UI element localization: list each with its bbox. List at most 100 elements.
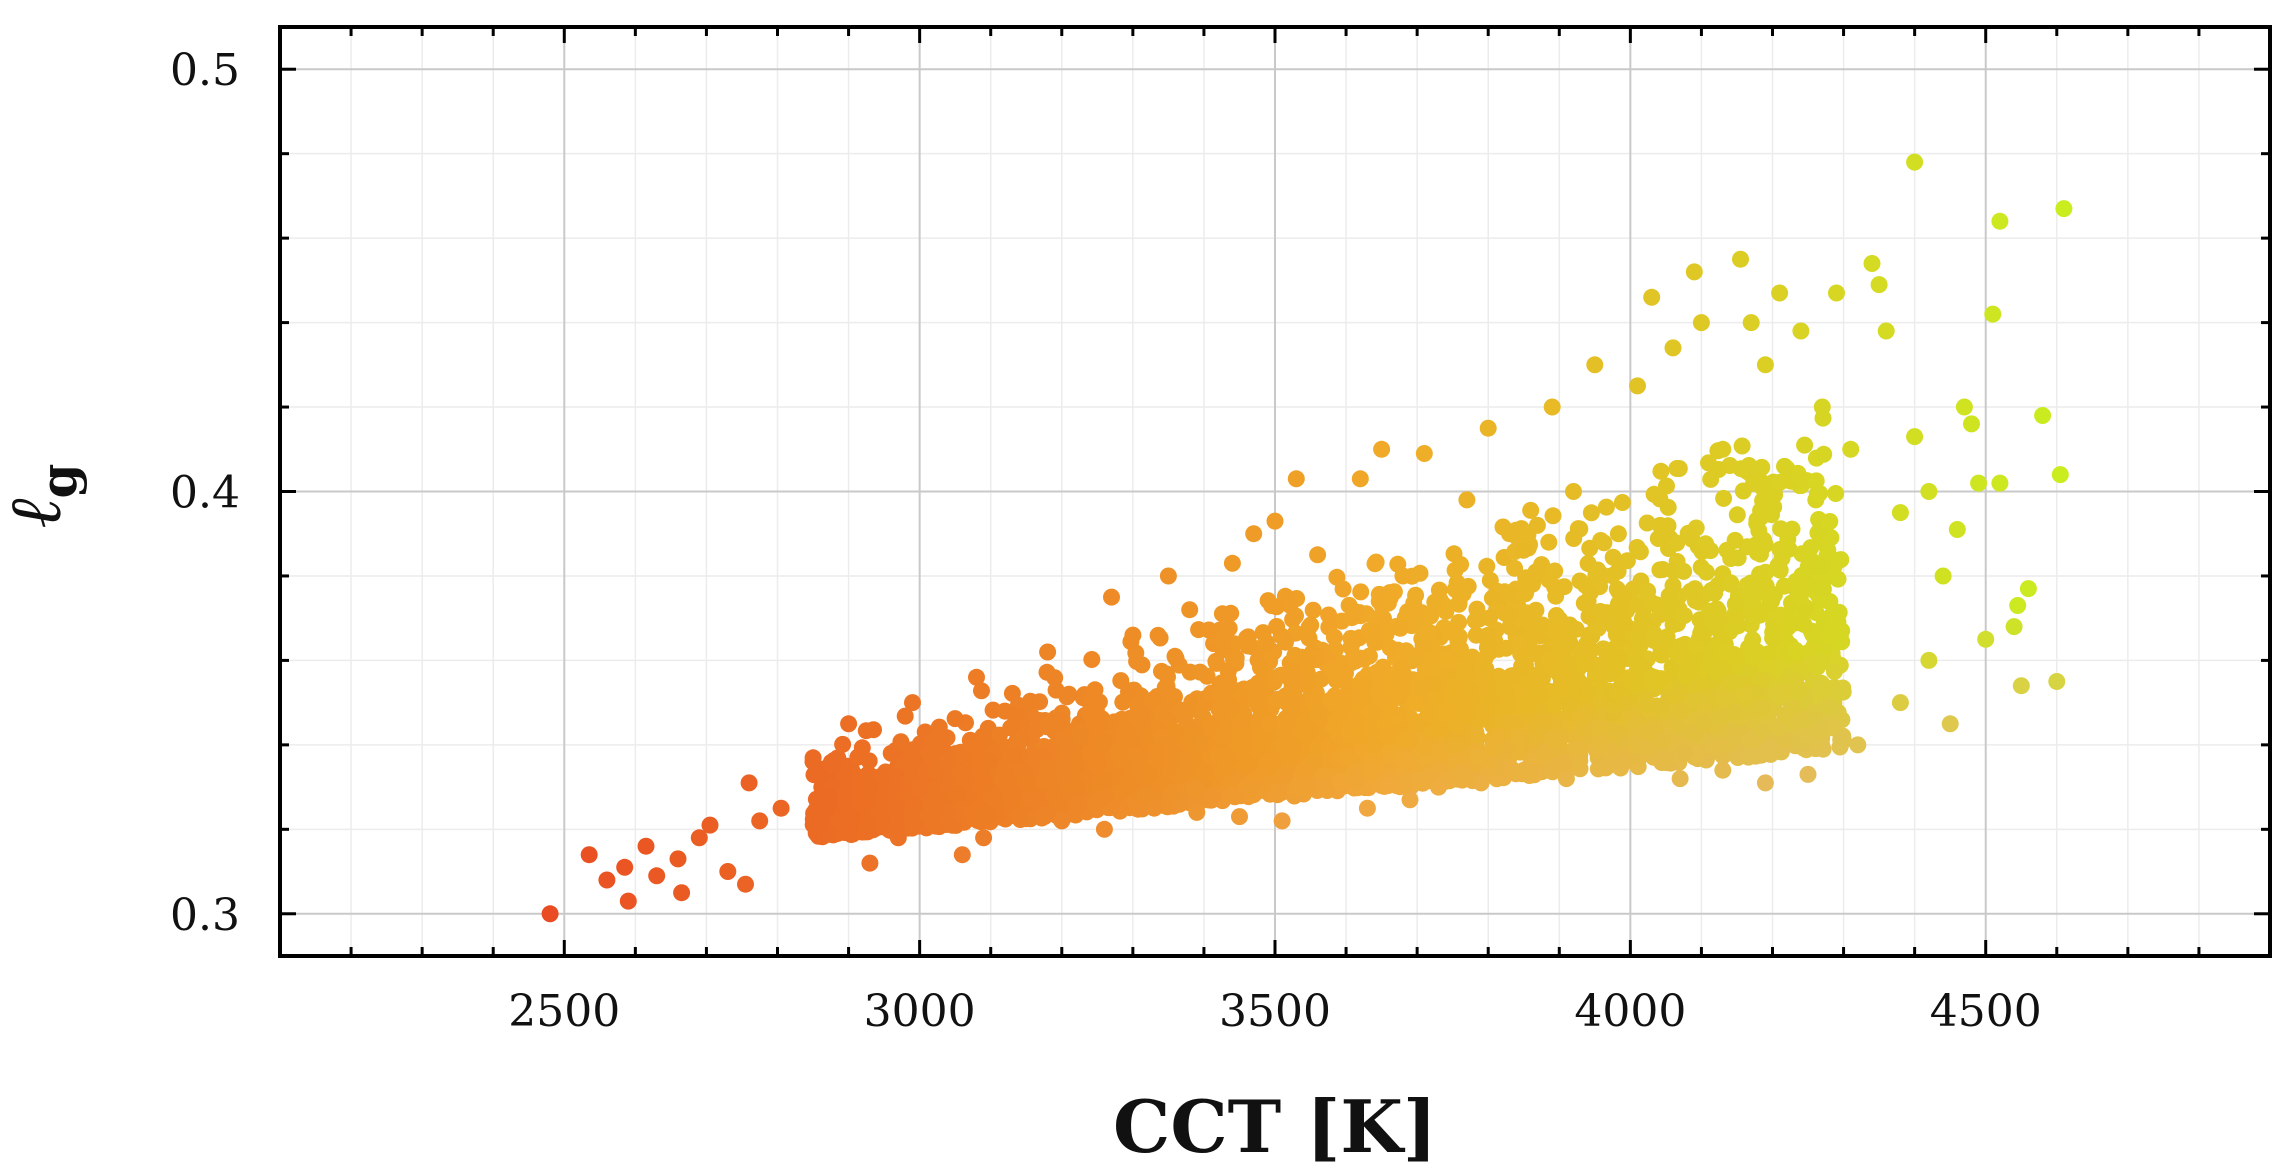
scatter-point <box>1177 750 1195 768</box>
scatter-point <box>1769 719 1787 737</box>
scatter-point <box>1299 671 1316 689</box>
scatter-point <box>1991 212 2009 230</box>
scatter-point <box>1687 638 1705 656</box>
scatter-point <box>1752 472 1769 490</box>
scatter-point <box>982 790 1000 808</box>
scatter-point <box>1842 440 1860 458</box>
scatter-point <box>1671 702 1689 720</box>
scatter-point <box>1381 639 1399 657</box>
scatter-point <box>1795 615 1813 633</box>
y-axis-title: ℓg <box>0 464 88 529</box>
scatter-point <box>859 814 877 832</box>
scatter-point <box>1776 457 1793 475</box>
scatter-point <box>1399 603 1417 621</box>
scatter-point <box>1222 698 1240 716</box>
scatter-point <box>1736 685 1753 703</box>
scatter-point <box>1613 494 1631 511</box>
scatter-point <box>1796 712 1814 730</box>
scatter-point <box>1213 605 1231 623</box>
scatter-point <box>1295 761 1312 779</box>
scatter-point <box>903 741 921 759</box>
scatter-point <box>1441 623 1459 641</box>
x-tick-label: 4500 <box>1930 986 2042 1037</box>
scatter-point <box>1519 526 1537 544</box>
scatter-point <box>1005 747 1023 765</box>
scatter-point <box>1614 753 1632 771</box>
scatter-point <box>1120 776 1138 794</box>
scatter-point <box>1497 741 1515 759</box>
scatter-point <box>1502 760 1520 777</box>
scatter-point <box>932 736 950 754</box>
scatter-point <box>925 816 943 834</box>
scatter-point <box>1827 485 1845 502</box>
scatter-point <box>1391 619 1409 637</box>
scatter-point <box>1742 642 1760 660</box>
scatter-point <box>1516 585 1534 603</box>
x-tick-label: 4000 <box>1574 986 1686 1037</box>
scatter-point <box>1679 524 1697 542</box>
scatter-point <box>804 753 822 771</box>
scatter-point <box>1191 734 1209 752</box>
scatter-point <box>1166 647 1184 665</box>
scatter-point <box>1152 706 1170 724</box>
scatter-point <box>1446 677 1464 695</box>
scatter-point <box>1353 677 1371 695</box>
scatter-point <box>1744 593 1762 611</box>
scatter-point <box>1543 398 1561 416</box>
scatter-point <box>1771 473 1789 491</box>
scatter-point <box>1227 651 1245 669</box>
scatter-point <box>1714 440 1732 458</box>
y-axis-symbol: ℓ <box>0 498 77 528</box>
scatter-point <box>1763 506 1780 524</box>
scatter-point <box>2048 673 2066 690</box>
scatter-point <box>1721 575 1739 593</box>
scatter-point <box>1160 691 1178 709</box>
scatter-point <box>1849 736 1867 754</box>
scatter-point <box>1582 504 1600 522</box>
scatter-point <box>905 817 922 835</box>
scatter-point <box>1597 759 1615 777</box>
scatter-point <box>975 829 993 847</box>
scatter-point <box>1112 752 1130 770</box>
scatter-point <box>1722 550 1740 567</box>
scatter-point <box>1814 580 1832 598</box>
scatter-point <box>992 769 1010 787</box>
scatter-point <box>1574 707 1592 725</box>
scatter-point <box>1202 715 1220 733</box>
scatter-point <box>1373 440 1391 458</box>
scatter-point <box>1366 554 1384 572</box>
scatter-point <box>1741 731 1759 749</box>
scatter-point <box>1298 779 1316 797</box>
scatter-point <box>1920 483 1938 500</box>
scatter-point <box>1273 736 1291 753</box>
scatter-point <box>1834 730 1852 748</box>
scatter-point <box>1058 737 1076 755</box>
scatter-point <box>737 875 754 893</box>
scatter-point <box>1466 612 1484 630</box>
scatter-point <box>1408 649 1426 667</box>
scatter-point <box>840 821 858 839</box>
scatter-point <box>1744 581 1762 598</box>
scatter-point <box>1394 567 1412 585</box>
scatter-point <box>861 854 879 872</box>
scatter-point <box>2012 677 2030 695</box>
scatter-point <box>1065 776 1083 794</box>
y-tick-labels: 0.3 0.4 0.5 <box>170 45 240 941</box>
scatter-point <box>1522 501 1540 519</box>
scatter-point <box>1674 646 1692 664</box>
scatter-point <box>896 707 914 725</box>
scatter-point <box>1756 774 1774 792</box>
scatter-point <box>1120 683 1137 701</box>
scatter-point <box>1164 722 1182 740</box>
scatter-point <box>1072 724 1090 742</box>
scatter-point <box>1697 535 1715 553</box>
scatter-point <box>1780 540 1798 558</box>
scatter-point <box>1671 770 1689 788</box>
scatter-point <box>1127 747 1145 765</box>
scatter-point <box>1481 571 1499 589</box>
scatter-point <box>1396 731 1413 749</box>
scatter-point <box>1482 691 1500 709</box>
scatter-point <box>1287 470 1305 488</box>
scatter-point <box>1638 514 1656 532</box>
